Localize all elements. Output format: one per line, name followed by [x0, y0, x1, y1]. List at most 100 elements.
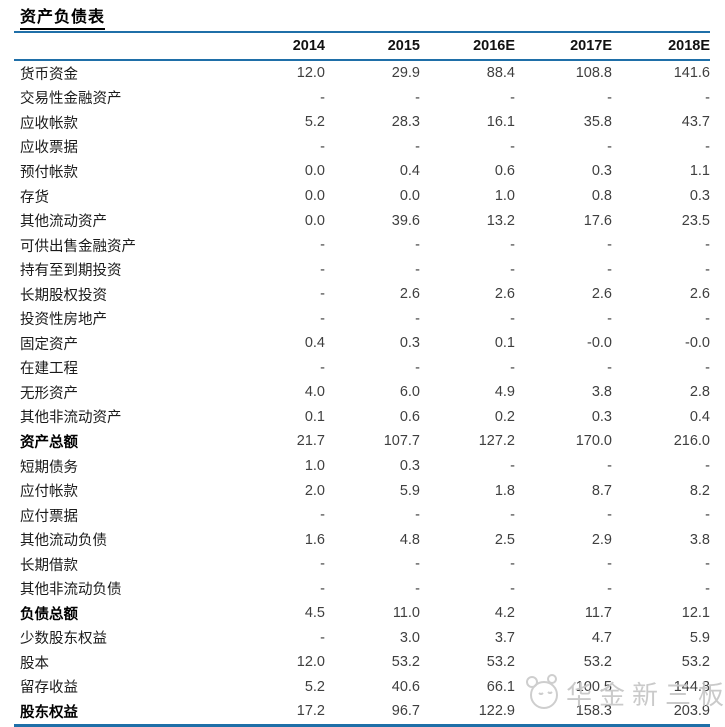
table-body: 货币资金 12.0 29.9 88.4 108.8 141.6 交易性金融资产 - - - - - 应收… [14, 60, 710, 724]
row-label: 无形资产 [20, 385, 78, 402]
cell-value: 40.6 [391, 678, 420, 695]
table-row: 股本 12.0 53.2 53.2 53.2 53.2 [14, 650, 710, 675]
cell-value: 0.0 [304, 188, 325, 204]
cell-value: 0.0 [304, 163, 325, 180]
cell-value: - [705, 580, 710, 597]
cell-value: - [607, 237, 612, 254]
cell-value: 96.7 [391, 703, 420, 720]
row-label: 股本 [20, 655, 49, 672]
row-label: 持有至到期投资 [20, 263, 122, 280]
table-row: 长期借款 - - - - - [14, 552, 710, 577]
table-row: 可供出售金融资产 - - - - - [14, 233, 710, 258]
table-row: 预付帐款 0.0 0.4 0.6 0.3 1.1 [14, 159, 710, 184]
row-label: 交易性金融资产 [20, 91, 122, 108]
cell-value: - [705, 359, 710, 376]
row-label: 长期股权投资 [20, 287, 107, 304]
cell-value: - [415, 261, 420, 278]
row-label: 货币资金 [20, 66, 78, 83]
cell-value: 2.0 [304, 482, 325, 499]
table-row: 应付帐款 2.0 5.9 1.8 8.7 8.2 [14, 478, 710, 503]
table-row: 其他流动资产 0.0 39.6 13.2 17.6 23.5 [14, 208, 710, 233]
cell-value: - [510, 261, 515, 278]
cell-value: 0.0 [399, 188, 420, 204]
cell-value: - [510, 138, 515, 155]
cell-value: - [320, 261, 325, 278]
cell-value: 0.2 [494, 408, 515, 425]
cell-value: - [607, 138, 612, 155]
cell-value: 17.6 [583, 212, 612, 229]
cell-value: 39.6 [391, 212, 420, 229]
cell-value: 170.0 [575, 433, 612, 450]
cell-value: 4.8 [399, 531, 420, 548]
cell-value: 3.7 [494, 629, 515, 646]
row-label: 留存收益 [20, 680, 78, 697]
cell-value: 6.0 [399, 384, 420, 401]
table-row: 负债总额 4.5 11.0 4.2 11.7 12.1 [14, 601, 710, 626]
table-row: 股东权益 17.2 96.7 122.9 158.3 203.9 [14, 699, 710, 724]
table-row: 在建工程 - - - - - [14, 356, 710, 381]
row-label: 预付帐款 [20, 164, 78, 181]
row-label: 应收帐款 [20, 115, 78, 132]
table-row: 存货 0.0 0.0 1.0 0.8 0.3 [14, 184, 710, 209]
cell-value: - [320, 89, 325, 106]
table-row: 其他流动负债 1.6 4.8 2.5 2.9 3.8 [14, 527, 710, 552]
table-row: 其他非流动资产 0.1 0.6 0.2 0.3 0.4 [14, 405, 710, 430]
cell-value: - [705, 310, 710, 327]
cell-value: 0.1 [494, 335, 515, 352]
cell-value: 12.0 [296, 654, 325, 671]
cell-value: - [510, 89, 515, 106]
cell-value: 21.7 [296, 433, 325, 450]
table-row: 交易性金融资产 - - - - - [14, 86, 710, 111]
cell-value: 107.7 [383, 433, 420, 450]
cell-value: 2.6 [591, 286, 612, 303]
cell-value: 12.0 [296, 65, 325, 82]
cell-value: - [415, 138, 420, 155]
row-label: 应收票据 [20, 140, 78, 157]
cell-value: 2.6 [399, 286, 420, 303]
column-header-2014: 2014 [230, 33, 325, 61]
cell-value: 13.2 [486, 212, 515, 229]
cell-value: 0.6 [494, 163, 515, 180]
row-label: 资产总额 [20, 434, 78, 451]
cell-value: 11.7 [584, 605, 612, 622]
cell-value: 43.7 [681, 114, 710, 131]
cell-value: 17.2 [296, 703, 325, 720]
bottom-divider [14, 723, 710, 727]
row-label: 股东权益 [20, 704, 78, 721]
cell-value: 0.4 [304, 335, 325, 352]
cell-value: 29.9 [391, 65, 420, 82]
cell-value: 2.6 [494, 286, 515, 303]
cell-value: 1.8 [494, 482, 515, 499]
cell-value: 1.1 [689, 163, 710, 180]
table-row: 少数股东权益 - 3.0 3.7 4.7 5.9 [14, 626, 710, 651]
cell-value: 5.2 [304, 678, 325, 695]
column-header-2017e: 2017E [515, 33, 612, 61]
page-title: 资产负债表 [20, 3, 106, 30]
cell-value: 4.0 [304, 384, 325, 401]
cell-value: 4.9 [494, 384, 515, 401]
cell-value: 53.2 [681, 654, 710, 671]
cell-value: - [320, 286, 325, 303]
cell-value: - [415, 556, 420, 573]
cell-value: - [705, 89, 710, 106]
table-header-row: 2014 2015 2016E 2017E 2018E [14, 33, 710, 61]
cell-value: 203.9 [673, 703, 710, 720]
cell-value: - [607, 89, 612, 106]
row-label: 应付票据 [20, 508, 78, 525]
cell-value: - [320, 138, 325, 155]
cell-value: - [607, 359, 612, 376]
cell-value: 2.6 [689, 286, 710, 303]
cell-value: - [607, 458, 612, 475]
cell-value: 11.0 [392, 605, 420, 622]
table-row: 应付票据 - - - - - [14, 503, 710, 528]
cell-value: - [415, 359, 420, 376]
column-header-2016e: 2016E [420, 33, 515, 61]
header-spacer [14, 33, 230, 61]
cell-value: 28.3 [391, 114, 420, 131]
row-label: 可供出售金融资产 [20, 238, 136, 255]
row-label: 其他流动资产 [20, 214, 107, 231]
table-row: 长期股权投资 - 2.6 2.6 2.6 2.6 [14, 282, 710, 307]
row-label: 其他非流动资产 [20, 410, 122, 427]
cell-value: - [705, 237, 710, 254]
